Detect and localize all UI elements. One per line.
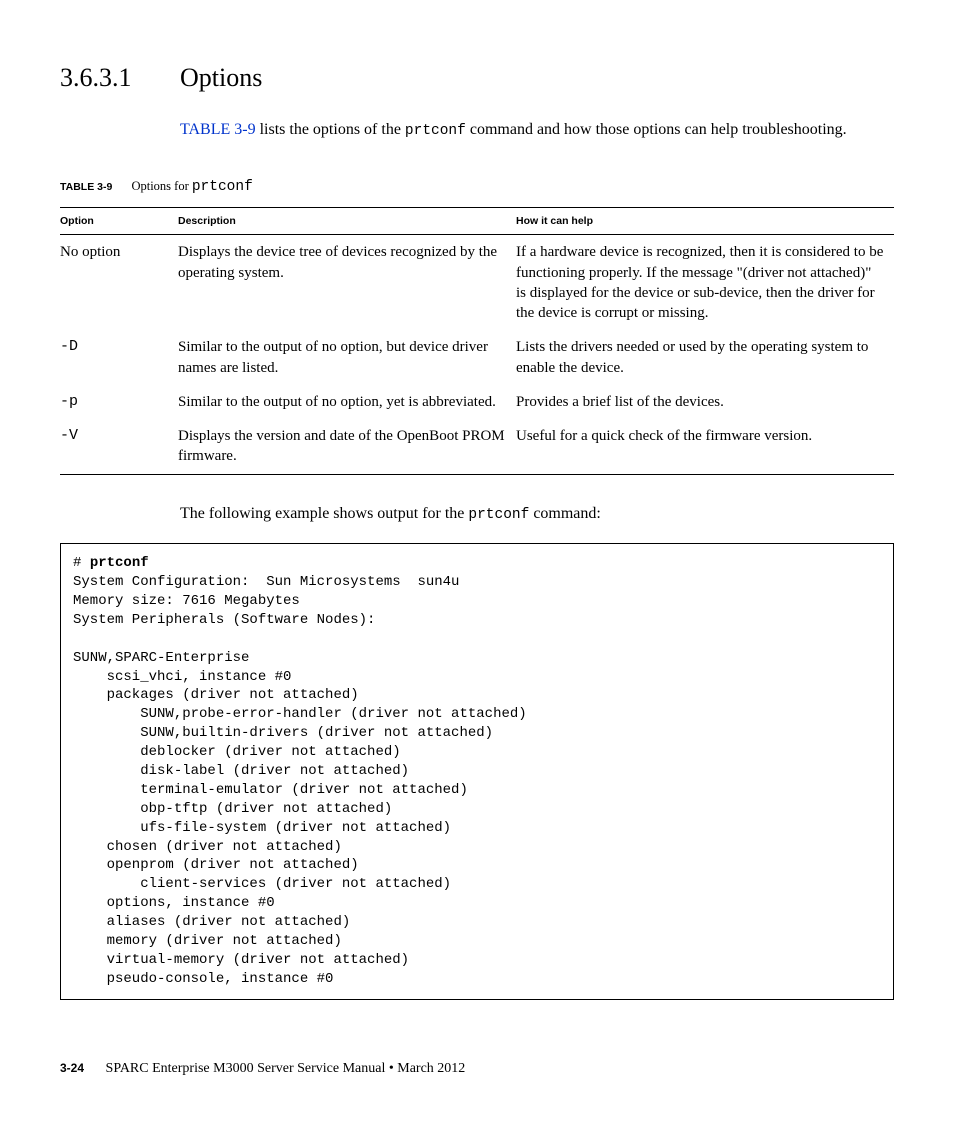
table-row: -pSimilar to the output of no option, ye… xyxy=(60,385,894,419)
example-intro-code: prtconf xyxy=(468,507,529,523)
cell-help: If a hardware device is recognized, then… xyxy=(516,235,894,331)
cell-help: Lists the drivers needed or used by the … xyxy=(516,330,894,385)
options-table: Option Description How it can help No op… xyxy=(60,207,894,474)
example-intro-pre: The following example shows output for t… xyxy=(180,505,468,522)
cell-description: Similar to the output of no option, but … xyxy=(178,330,516,385)
page-footer: 3-24 SPARC Enterprise M3000 Server Servi… xyxy=(60,1060,894,1079)
intro-text-1: lists the options of the xyxy=(256,121,405,138)
table-row: No optionDisplays the device tree of dev… xyxy=(60,235,894,331)
section-title: Options xyxy=(180,63,262,92)
code-output: System Configuration: Sun Microsystems s… xyxy=(73,574,527,987)
example-intro: The following example shows output for t… xyxy=(180,503,894,526)
code-example: # prtconf System Configuration: Sun Micr… xyxy=(60,543,894,999)
table-xref-link[interactable]: TABLE 3-9 xyxy=(180,121,256,138)
table-caption-prefix: Options for xyxy=(131,179,191,193)
table-label: TABLE 3-9 xyxy=(60,181,112,193)
cell-option: -V xyxy=(60,419,178,474)
example-intro-post: command: xyxy=(529,505,601,522)
intro-command: prtconf xyxy=(405,123,466,139)
table-caption-code: prtconf xyxy=(192,179,253,195)
intro-text-2: command and how those options can help t… xyxy=(466,121,847,138)
table-header-row: Option Description How it can help xyxy=(60,208,894,235)
code-prompt: # xyxy=(73,555,90,571)
intro-paragraph: TABLE 3-9 lists the options of the prtco… xyxy=(180,119,894,142)
footer-page-number: 3-24 xyxy=(60,1061,84,1075)
table-caption: TABLE 3-9 Options for prtconf xyxy=(60,178,894,198)
th-help: How it can help xyxy=(516,208,894,235)
cell-option: -D xyxy=(60,330,178,385)
footer-title: SPARC Enterprise M3000 Server Service Ma… xyxy=(106,1061,466,1076)
cell-help: Useful for a quick check of the firmware… xyxy=(516,419,894,474)
cell-help: Provides a brief list of the devices. xyxy=(516,385,894,419)
cell-description: Displays the version and date of the Ope… xyxy=(178,419,516,474)
cell-option: No option xyxy=(60,235,178,331)
section-number: 3.6.3.1 xyxy=(60,60,180,95)
cell-description: Similar to the output of no option, yet … xyxy=(178,385,516,419)
table-row: -VDisplays the version and date of the O… xyxy=(60,419,894,474)
th-option: Option xyxy=(60,208,178,235)
th-description: Description xyxy=(178,208,516,235)
table-row: -DSimilar to the output of no option, bu… xyxy=(60,330,894,385)
cell-option: -p xyxy=(60,385,178,419)
cell-description: Displays the device tree of devices reco… xyxy=(178,235,516,331)
code-command: prtconf xyxy=(90,555,149,571)
section-heading: 3.6.3.1Options xyxy=(60,60,894,95)
